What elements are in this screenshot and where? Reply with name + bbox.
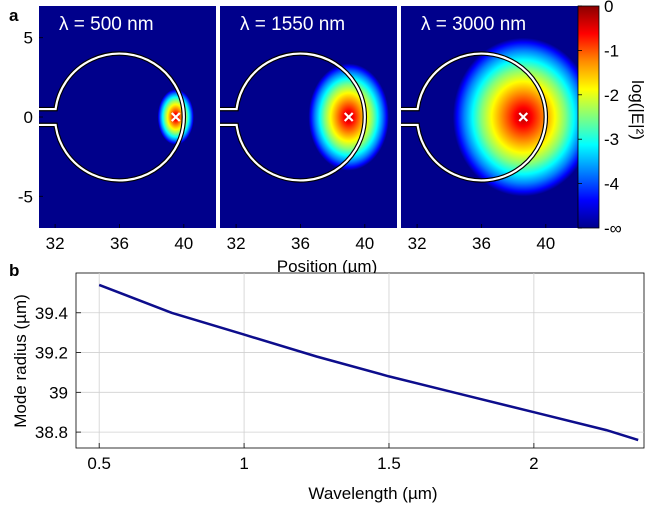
resonator-outline — [220, 52, 366, 182]
x-tick-label: 40 — [355, 234, 374, 253]
y-tick-label: 39.4 — [35, 304, 68, 323]
line-chart-y-axis-label: Mode radius (µm) — [11, 294, 30, 428]
x-tick-label: 1 — [239, 454, 248, 473]
x-tick-label: 2 — [529, 454, 538, 473]
series-line — [98, 283, 639, 442]
heatmap-x-axis-label: Position (µm) — [277, 257, 377, 276]
field-intensity-spot — [452, 37, 578, 197]
resonator-outline — [39, 52, 185, 182]
x-tick-label: 36 — [291, 234, 310, 253]
y-tick-label: 0 — [24, 108, 33, 127]
heatmap-subplot-title: λ = 3000 nm — [421, 14, 526, 35]
x-tick-label: 36 — [110, 234, 129, 253]
y-tick-label: 39.2 — [35, 344, 68, 363]
x-tick-label: 1.5 — [377, 454, 401, 473]
plot-area — [75, 272, 645, 449]
y-tick-label: 5 — [24, 29, 33, 48]
heatmap-subplot-3: λ = 3000 nm 32 36 40 — [401, 6, 578, 253]
colorbar-tick-label: 0 — [604, 0, 613, 16]
heatmap-subplot-2: λ = 1550 nm 32 36 40 — [220, 6, 397, 253]
mode-center-marker — [170, 112, 181, 122]
colorbar-tick-label: -∞ — [604, 219, 622, 238]
x-tick-label: 32 — [227, 234, 246, 253]
resonator-outline — [401, 52, 547, 182]
x-tick-label: 0.5 — [87, 454, 111, 473]
x-tick-label: 40 — [536, 234, 555, 253]
mode-center-marker — [343, 112, 354, 122]
heatmap-subplot-title: λ = 500 nm — [59, 14, 154, 35]
y-tick-label: 38.8 — [35, 423, 68, 442]
colorbar: 0 -1 -2 -3 -4 -∞ — [577, 0, 622, 238]
grid — [76, 273, 644, 448]
line-chart-x-axis-label: Wavelength (µm) — [308, 484, 437, 503]
y-tick-label: -5 — [18, 187, 33, 206]
colorbar-tick-label: -2 — [604, 86, 619, 105]
heatmap-subplot-1: λ = 500 nm 32 36 40 5 0 -5 — [18, 6, 216, 253]
colorbar-label: log(|E|²) — [628, 80, 647, 140]
colorbar-gradient — [577, 5, 600, 229]
x-tick-label: 36 — [472, 234, 491, 253]
x-tick-label: 32 — [46, 234, 65, 253]
y-tick-label: 39 — [49, 383, 68, 402]
mode-center-marker — [518, 112, 529, 122]
line-chart: 0.5 1 1.5 2 39.4 39.2 39 38.8 — [35, 272, 645, 473]
colorbar-tick-label: -4 — [604, 175, 619, 194]
panel-b-label: b — [9, 261, 19, 280]
colorbar-tick-label: -3 — [604, 130, 619, 149]
x-tick-label: 40 — [174, 234, 193, 253]
heatmap-subplot-title: λ = 1550 nm — [240, 14, 345, 35]
panel-a-label: a — [9, 6, 19, 25]
x-tick-label: 32 — [408, 234, 427, 253]
ticks: 0.5 1 1.5 2 39.4 39.2 39 38.8 — [35, 304, 539, 473]
colorbar-tick-label: -1 — [604, 41, 619, 60]
